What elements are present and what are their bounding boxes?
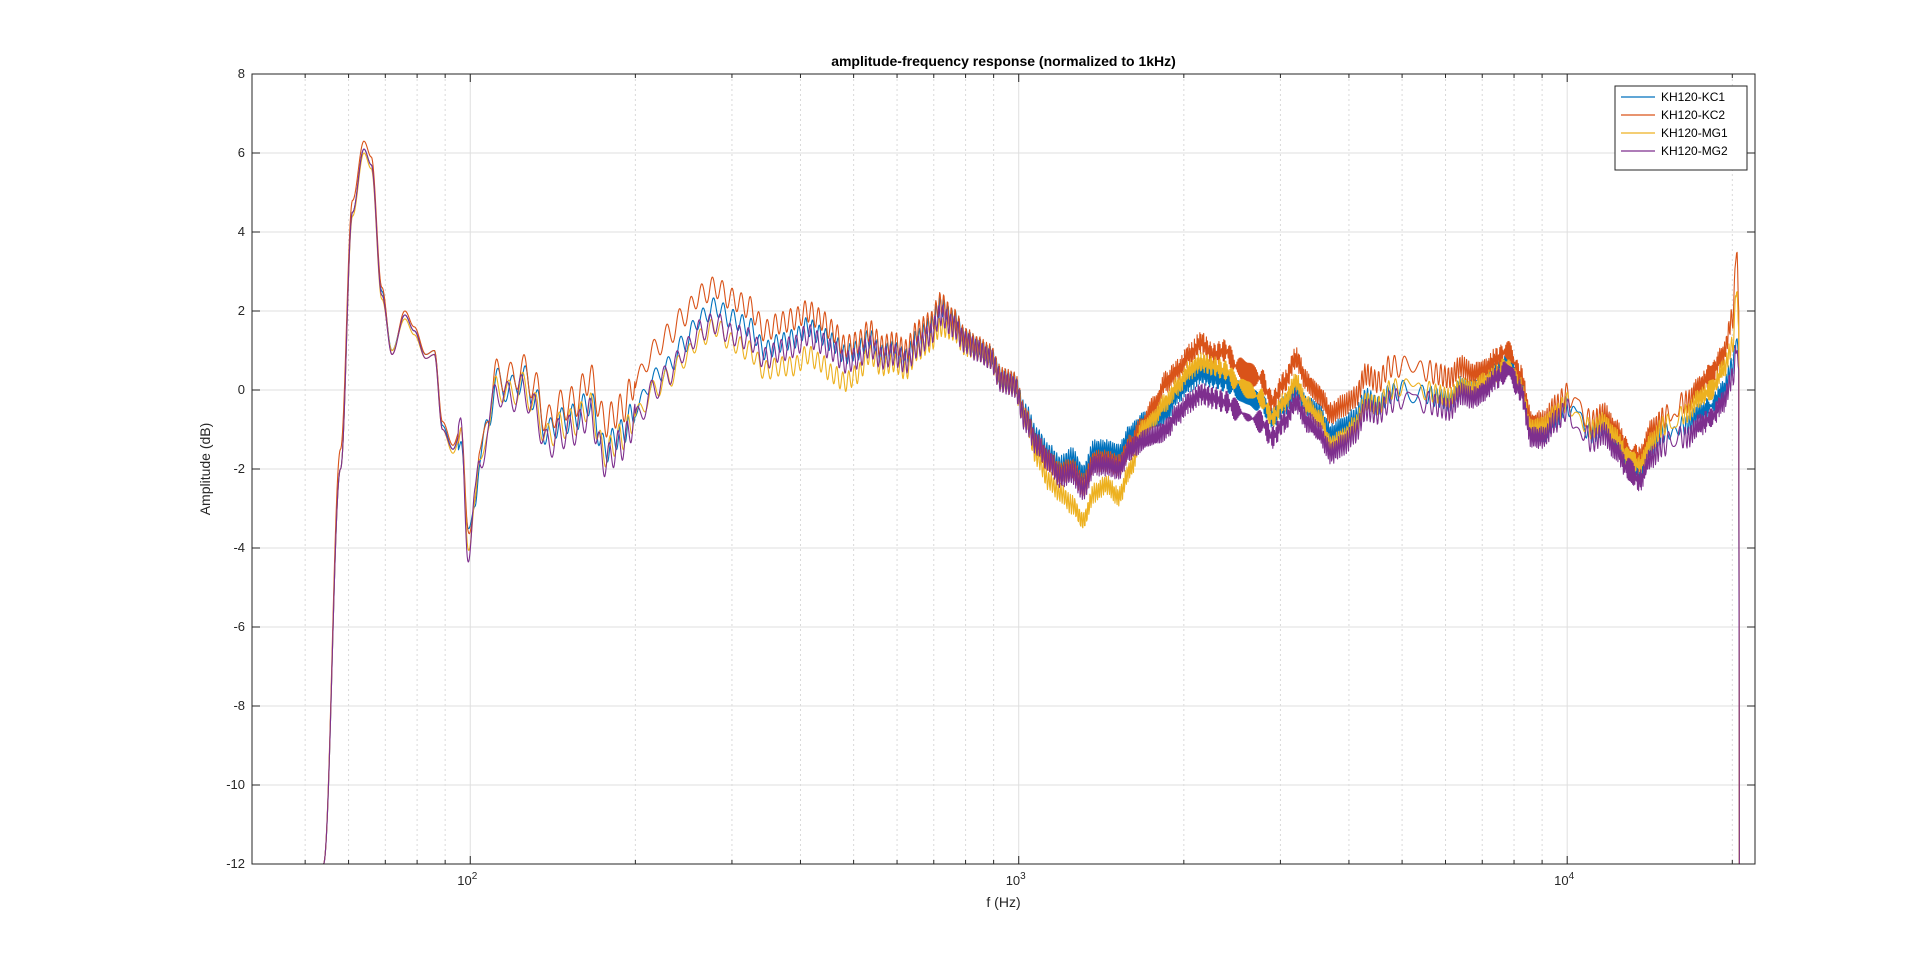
series-line-KH120-KC2 [322, 140, 1740, 865]
y-tick-label: -10 [226, 777, 245, 792]
legend-box [1614, 85, 1748, 171]
x-tick-label: 102 [457, 871, 477, 888]
y-tick-label: -4 [233, 540, 245, 555]
y-tick-label: -8 [233, 698, 245, 713]
x-axis: 102 103 104 [304, 74, 1733, 888]
series-line-KH120-MG2 [322, 148, 1740, 865]
legend-label: KH120-MG2 [1661, 144, 1728, 158]
y-tick-label: 6 [238, 145, 245, 160]
series-layer [322, 140, 1740, 865]
legend-label: KH120-KC1 [1661, 90, 1725, 104]
y-tick-label: -2 [233, 461, 245, 476]
y-tick-label: 2 [238, 303, 245, 318]
legend-label: KH120-KC2 [1661, 108, 1725, 122]
y-tick-label: 8 [238, 66, 245, 81]
y-tick-label: -6 [233, 619, 245, 634]
legend[interactable]: KH120-KC1 KH120-KC2 KH120-MG1 KH120-MG2 [1614, 85, 1748, 171]
x-tick-label: 104 [1554, 871, 1574, 888]
y-tick-label: -12 [226, 856, 245, 871]
x-axis-title: f (Hz) [986, 894, 1020, 910]
x-tick-label: 103 [1006, 871, 1026, 888]
y-axis: -12 -10 -8 -6 -4 -2 0 2 4 6 8 [226, 66, 1755, 871]
chart-title: amplitude-frequency response (normalized… [831, 53, 1176, 69]
legend-label: KH120-MG1 [1661, 126, 1728, 140]
y-axis-title: Amplitude (dB) [197, 423, 213, 516]
y-tick-label: 4 [238, 224, 245, 239]
y-tick-label: 0 [238, 382, 245, 397]
